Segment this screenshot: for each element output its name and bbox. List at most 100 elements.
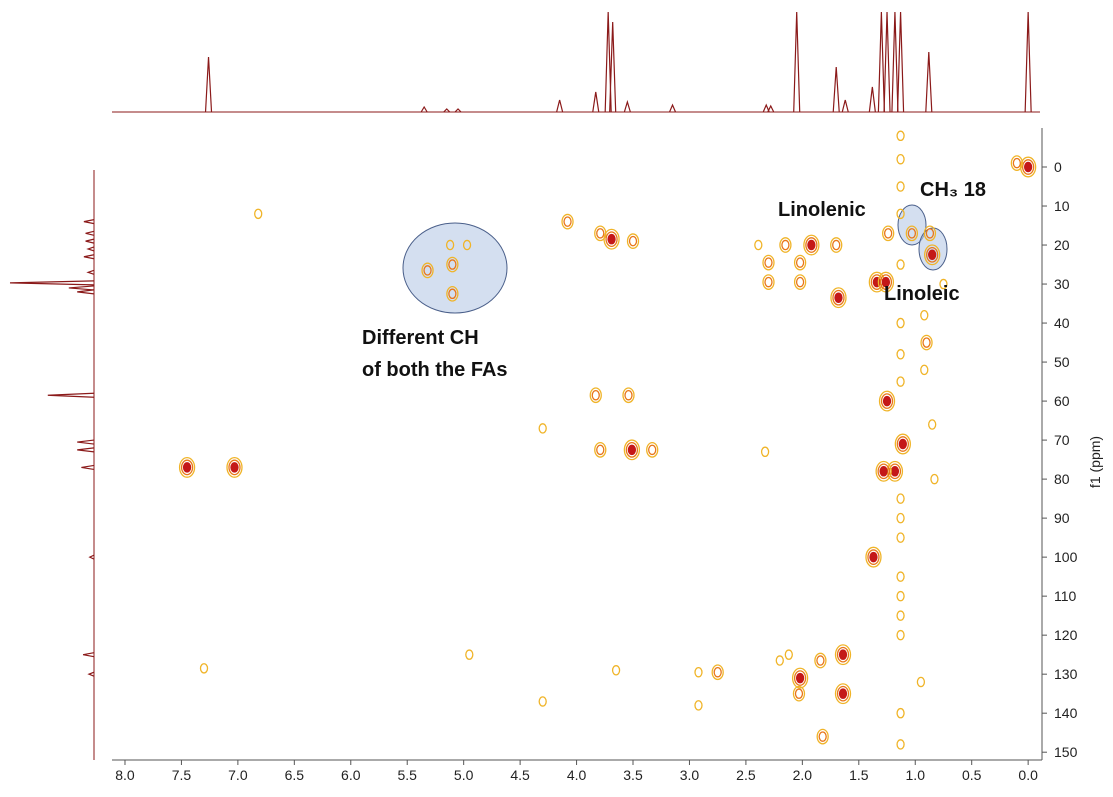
contour [884, 228, 893, 239]
peak [896, 376, 905, 387]
peak [896, 259, 905, 270]
contour [814, 652, 827, 669]
y-tick-label: 120 [1054, 627, 1078, 643]
contour [445, 239, 455, 251]
contour [762, 274, 775, 290]
contour [882, 395, 892, 407]
projection-peak [762, 103, 770, 113]
contour [646, 442, 659, 458]
peak [626, 233, 640, 249]
projection-peak [83, 219, 95, 225]
peak [611, 665, 621, 676]
projection-peak [88, 554, 95, 560]
contour [795, 276, 805, 288]
y-tick-label: 20 [1054, 237, 1070, 253]
contour [930, 473, 939, 485]
y-tick-label: 140 [1054, 705, 1078, 721]
peak [254, 208, 263, 220]
peak [694, 700, 703, 711]
peak [538, 696, 547, 707]
projection-peak [896, 11, 905, 113]
peak [445, 239, 455, 251]
peak [896, 349, 905, 360]
peak [877, 271, 895, 293]
y-tick-label: 150 [1054, 744, 1078, 760]
contour [818, 731, 827, 742]
x-tick-label: 6.5 [285, 767, 305, 783]
contour [795, 672, 805, 684]
contour [713, 666, 722, 678]
contour [896, 493, 905, 504]
contour [462, 239, 472, 251]
contour [830, 287, 847, 309]
peak [896, 707, 905, 719]
contour [230, 462, 239, 473]
contour [589, 387, 602, 404]
annotation: CH₃ 18 [920, 179, 986, 201]
contour [421, 262, 434, 279]
peak [896, 739, 905, 750]
x-tick-label: 0.0 [1018, 767, 1038, 783]
contour [836, 685, 850, 702]
contour [762, 254, 775, 271]
projection-peak [454, 108, 462, 113]
contour [446, 256, 459, 273]
projection-peak [9, 280, 95, 286]
contour [920, 334, 933, 351]
projection-peak [891, 11, 899, 113]
contour [896, 571, 905, 582]
contour [807, 239, 816, 251]
contour [923, 225, 937, 242]
contour [877, 271, 895, 293]
contour [760, 446, 770, 458]
contour [448, 288, 457, 300]
peak [896, 590, 905, 602]
contour [199, 663, 209, 674]
peak [779, 237, 792, 253]
peak [896, 130, 905, 142]
contour [816, 728, 829, 745]
projection-peak [77, 439, 95, 445]
peak [878, 390, 896, 412]
peak [1019, 156, 1037, 178]
contour [869, 551, 878, 563]
projection-peak [767, 104, 775, 113]
contour [423, 265, 432, 276]
contour [838, 688, 848, 699]
peak [199, 663, 209, 674]
peak [830, 237, 843, 253]
contour [226, 456, 243, 478]
projection-peak [868, 86, 876, 113]
contour [896, 153, 905, 165]
x-tick-label: 3.5 [623, 767, 643, 783]
contour [596, 228, 605, 239]
peak [865, 546, 882, 568]
contour [896, 376, 905, 387]
peak [920, 334, 933, 351]
contour [624, 389, 633, 401]
contour [180, 459, 194, 476]
peak [896, 317, 905, 329]
x-tick-label: 5.0 [454, 767, 474, 783]
contour [896, 590, 905, 602]
projection-peak [793, 11, 801, 113]
projection-peak [604, 11, 612, 113]
annotation: Linoleic [884, 283, 960, 305]
contour [448, 259, 457, 270]
contour [626, 233, 640, 249]
peak [793, 274, 807, 290]
contour [596, 444, 605, 456]
contour [178, 456, 196, 478]
contour [779, 237, 792, 253]
peak [939, 278, 948, 290]
contour [928, 419, 937, 430]
contour [764, 257, 773, 268]
contour [795, 257, 805, 268]
contour [928, 249, 937, 261]
contour [794, 688, 804, 699]
peak [594, 442, 607, 458]
peak [830, 287, 847, 309]
peak [894, 433, 911, 455]
contour [896, 436, 909, 452]
peak [762, 254, 775, 271]
